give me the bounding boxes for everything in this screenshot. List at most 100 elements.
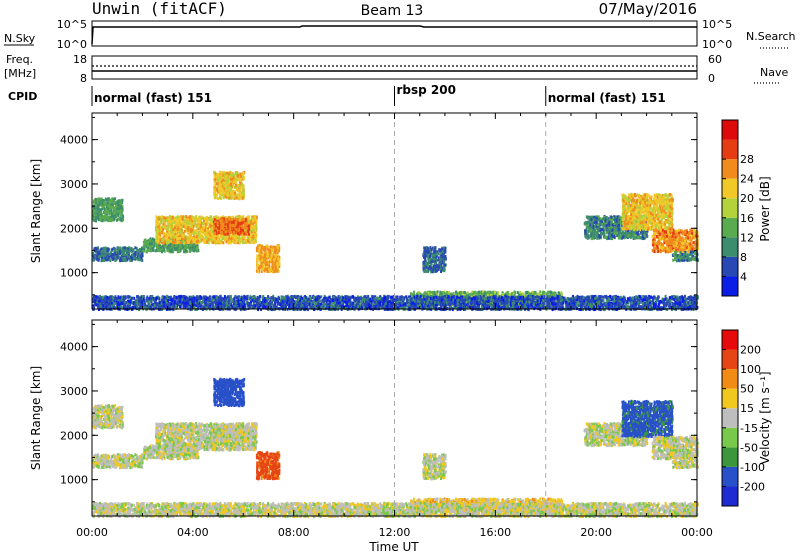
power-cell: [219, 226, 222, 230]
power-cell: [216, 178, 219, 182]
power-cell: [217, 221, 220, 225]
power-cell: [156, 227, 159, 231]
power-cell: [225, 218, 227, 222]
power-cell: [194, 222, 197, 226]
power-cell: [195, 243, 198, 247]
power-cell: [94, 209, 96, 213]
power-cell: [207, 233, 210, 237]
power-cell: [227, 237, 230, 241]
power-cell: [173, 220, 176, 224]
power-cell: [224, 222, 227, 226]
power-cell: [238, 228, 240, 232]
power-cell: [161, 225, 164, 229]
power-cell: [151, 244, 154, 248]
power-cell: [155, 238, 158, 242]
power-cell: [176, 237, 179, 240]
power-cell: [434, 247, 437, 251]
power-cell: [109, 203, 112, 207]
power-cell: [270, 253, 273, 257]
power-cell: [219, 196, 221, 200]
power-cell: [249, 237, 252, 241]
power-cell: [459, 290, 462, 294]
power-cell: [122, 256, 125, 260]
power-cell: [247, 239, 249, 243]
power-cell: [235, 235, 238, 238]
power-cell: [118, 256, 120, 260]
power-cell: [230, 173, 232, 177]
power-cell: [256, 264, 259, 267]
power-cell: [193, 239, 196, 243]
power-cell: [248, 232, 250, 236]
power-cell: [222, 215, 225, 219]
power-cell: [172, 244, 175, 247]
power-cell: [125, 252, 128, 256]
power-cell: [248, 240, 251, 244]
power-cell: [162, 241, 165, 245]
power-cell: [253, 235, 256, 239]
power-cell: [213, 226, 216, 230]
power-cell: [107, 255, 110, 259]
power-cell: [249, 226, 252, 229]
power-cell: [243, 226, 246, 230]
power-cell: [444, 246, 447, 250]
power-cell: [155, 232, 158, 236]
power-cell: [182, 215, 185, 219]
power-cell: [177, 221, 180, 225]
nsearch-label: N.Search: [746, 30, 796, 43]
power-cell: [229, 217, 232, 221]
power-cell: [120, 218, 123, 222]
power-cell: [155, 228, 158, 232]
power-cell: [213, 184, 216, 188]
freq-panel: Freq. [MHz] 18 8 60 0 Nave: [4, 53, 788, 85]
power-cell: [259, 257, 262, 261]
power-cell: [174, 226, 177, 230]
power-cell: [189, 227, 192, 231]
power-cell: [157, 239, 160, 243]
power-cell: [188, 235, 191, 239]
power-cell: [243, 232, 246, 236]
power-cell: [164, 217, 167, 220]
power-cell: [193, 219, 196, 223]
power-cell: [428, 255, 431, 259]
power-cell: [193, 245, 196, 249]
power-cell: [226, 178, 229, 182]
power-cell: [252, 219, 255, 223]
power-cell: [164, 221, 167, 225]
power-cell: [506, 291, 509, 295]
power-cell: [121, 248, 124, 252]
power-cell: [260, 247, 263, 251]
power-cell: [266, 244, 269, 248]
power-cell: [231, 190, 234, 194]
cpid-label: CPID: [8, 90, 37, 103]
power-cell: [117, 248, 120, 252]
power-cell: [203, 238, 206, 242]
power-cell: [193, 241, 196, 245]
power-cell: [94, 248, 97, 252]
power-cell: [239, 178, 242, 182]
power-cell: [232, 223, 235, 227]
power-cell: [220, 224, 223, 228]
power-cell: [236, 226, 239, 230]
power-cell: [428, 259, 430, 263]
power-cell: [150, 247, 153, 251]
power-cell: [111, 247, 114, 251]
power-cell: [114, 207, 117, 211]
power-cell: [99, 218, 102, 222]
power-cell: [114, 197, 117, 201]
power-cell: [93, 200, 96, 204]
power-cell: [185, 244, 188, 248]
power-cell: [226, 238, 229, 242]
power-cell: [204, 222, 207, 226]
power-cell: [149, 239, 151, 242]
power-cell: [237, 231, 239, 235]
power-cell: [230, 239, 233, 243]
power-cell: [93, 207, 96, 211]
power-cell: [206, 237, 209, 241]
power-cell: [230, 237, 233, 241]
power-cell: [174, 218, 177, 222]
power-cell: [202, 222, 205, 226]
power-cell: [133, 256, 136, 260]
power-cell: [101, 207, 104, 211]
power-cell: [130, 247, 133, 250]
power-cell: [157, 225, 160, 229]
